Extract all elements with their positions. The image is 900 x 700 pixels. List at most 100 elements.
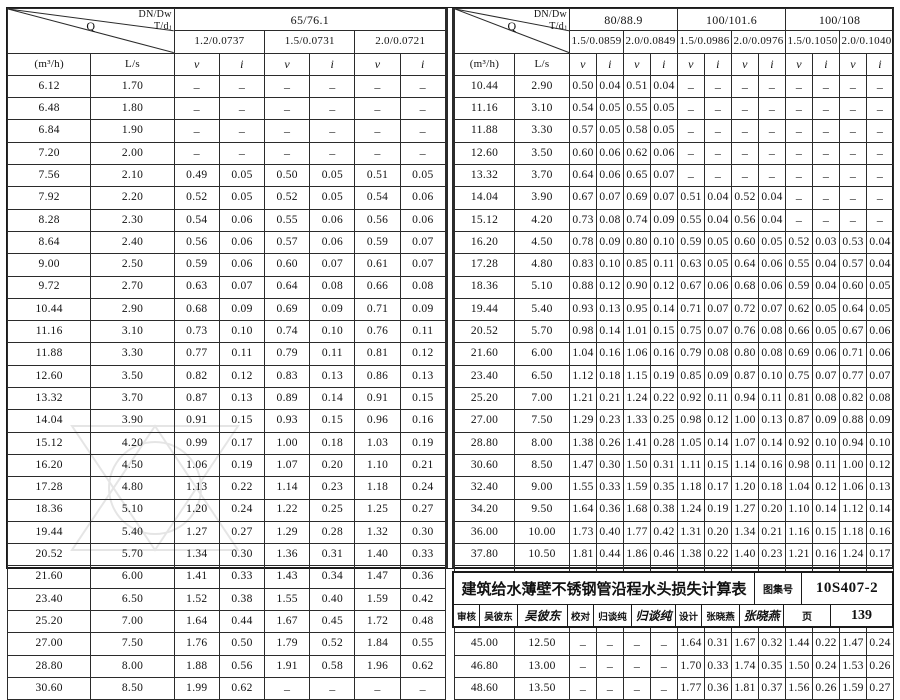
right-cell-i-3: – — [704, 74, 732, 99]
right-cell-ls: 3.90 — [514, 186, 570, 210]
left-cell-v-3: 0.71 — [354, 297, 401, 322]
right-cell-v-6: 0.88 — [839, 409, 868, 433]
right-cell-i-2: – — [650, 632, 678, 656]
table-row: 16.20 4.50 1.06 0.19 1.07 0.20 1.10 0.21 — [6, 453, 447, 478]
table-row: 15.12 4.20 0.99 0.17 1.00 0.18 1.03 0.19 — [6, 431, 447, 455]
right-cell-v-4: 1.81 — [731, 676, 759, 700]
right-cell-v-6: – — [839, 186, 868, 210]
left-cell-q: 14.04 — [6, 409, 92, 433]
right-cell-v-2: – — [623, 632, 651, 656]
right-cell-q: 14.04 — [454, 186, 515, 210]
left-cell-i-1: 0.06 — [218, 230, 266, 255]
right-cell-i-2: 0.38 — [650, 498, 678, 522]
right-cell-i-2: 0.16 — [650, 342, 678, 366]
table-row: 25.20 7.00 1.64 0.44 1.67 0.45 1.72 0.48 — [6, 610, 447, 634]
left-cell-v-3: 0.54 — [354, 186, 401, 210]
right-cell-v-3: 1.18 — [677, 476, 705, 500]
left-cell-ls: 2.10 — [90, 164, 175, 188]
right-cell-i-1: – — [596, 654, 624, 678]
right-cell-v-2: 1.01 — [623, 320, 651, 344]
left-cell-q: 12.60 — [6, 364, 92, 389]
table-row: 14.04 3.90 0.91 0.15 0.93 0.15 0.96 0.16 — [6, 409, 447, 433]
right-cell-v-5: – — [785, 186, 814, 210]
right-cell-i-6: 0.26 — [866, 654, 895, 678]
right-cell-i-1: 0.30 — [596, 453, 624, 478]
left-cell-v-3: 0.91 — [354, 387, 401, 411]
right-corner-diagonal-cell: DN/Dw T/dⱼ Q — [454, 8, 570, 54]
right-cell-i-1: 0.40 — [596, 520, 624, 545]
left-cell-v-3: 1.25 — [354, 498, 401, 522]
left-cell-i-2: 0.06 — [309, 208, 356, 232]
right-cell-v-1: 0.50 — [569, 74, 597, 99]
right-cell-v-6: 0.82 — [839, 387, 868, 411]
left-cell-v-3: 1.47 — [354, 565, 401, 589]
right-cell-v-5: 0.81 — [785, 387, 814, 411]
right-cell-v-4: 0.94 — [731, 387, 759, 411]
right-cell-v-6: 0.71 — [839, 342, 868, 366]
left-cell-v-3: 1.84 — [354, 632, 401, 656]
right-cell-q: 27.00 — [454, 409, 515, 433]
right-cell-i-3: 0.04 — [704, 186, 732, 210]
left-cell-v-3: 1.59 — [354, 587, 401, 612]
right-cell-i-5: – — [812, 74, 841, 99]
right-dn-dw-label: DN/Dw — [533, 9, 567, 20]
left-cell-i-1: 0.44 — [218, 610, 266, 634]
right-cell-i-5: 0.14 — [812, 498, 841, 522]
left-cell-v-3: 1.40 — [354, 543, 401, 567]
right-cell-i-2: 0.14 — [650, 297, 678, 322]
left-cell-i-3: 0.24 — [399, 476, 447, 500]
left-cell-v-3: 1.03 — [354, 431, 401, 455]
table-row: 9.72 2.70 0.63 0.07 0.64 0.08 0.66 0.08 — [6, 275, 447, 299]
left-cell-v-3: 1.18 — [354, 476, 401, 500]
left-col-i-3: i — [399, 52, 447, 76]
left-cell-q: 11.16 — [6, 320, 92, 344]
left-cell-ls: 3.10 — [90, 320, 175, 344]
left-cell-i-3: 0.07 — [399, 230, 447, 255]
left-cell-v-1: 0.99 — [173, 431, 220, 455]
right-cell-v-1: – — [569, 654, 597, 678]
table-row: 48.60 13.50– – – –1.77 0.36 1.81 0.37 1.56 0.26 1.… — [454, 676, 895, 700]
left-cell-i-1: 0.09 — [218, 297, 266, 322]
right-cell-i-2: 0.42 — [650, 520, 678, 545]
left-cell-v-1: 0.63 — [173, 275, 220, 299]
right-cell-v-1: 0.88 — [569, 275, 597, 299]
right-cell-i-5: 0.08 — [812, 387, 841, 411]
right-col-i-6: i — [866, 52, 895, 76]
left-cell-i-1: 0.13 — [218, 387, 266, 411]
left-cell-v-3: 1.72 — [354, 610, 401, 634]
right-cell-v-3: – — [677, 97, 705, 121]
right-cell-i-5: 0.11 — [812, 453, 841, 478]
atlas-number-label: 图集号 — [755, 573, 802, 605]
right-dn-group-2: 100/101.6 — [676, 7, 787, 32]
left-cell-v-2: 1.14 — [264, 476, 311, 500]
right-cell-ls: 3.10 — [514, 97, 570, 121]
right-cell-i-2: 0.11 — [650, 253, 678, 277]
right-cell-i-5: 0.15 — [812, 520, 841, 545]
left-cell-v-3: 0.56 — [354, 208, 401, 232]
right-cell-i-6: 0.09 — [866, 409, 895, 433]
left-cell-v-2: 0.52 — [264, 186, 311, 210]
left-cell-i-1: 0.50 — [218, 632, 266, 656]
left-cell-ls: 4.50 — [90, 453, 175, 478]
left-cell-v-3: – — [354, 676, 401, 700]
right-cell-v-3: 1.11 — [677, 453, 705, 478]
right-cell-i-6: 0.10 — [866, 431, 895, 455]
right-cell-v-5: – — [785, 97, 814, 121]
left-cell-v-1: 1.20 — [173, 498, 220, 522]
right-cell-v-4: 1.00 — [731, 409, 759, 433]
right-cell-v-2: 1.68 — [623, 498, 651, 522]
right-cell-i-1: 0.26 — [596, 431, 624, 455]
right-cell-i-4: 0.07 — [757, 297, 787, 322]
right-cell-i-2: – — [650, 654, 678, 678]
left-cell-i-2: 0.40 — [309, 587, 356, 612]
title-block-main-row: 建筑给水薄壁不锈钢管沿程水头损失计算表 图集号 10S407-2 — [454, 573, 892, 606]
right-cell-ls: 10.50 — [514, 543, 570, 567]
left-cell-i-2: 0.10 — [309, 320, 356, 344]
table-row: 17.28 4.80 1.13 0.22 1.14 0.23 1.18 0.24 — [6, 476, 447, 500]
left-cell-ls: 2.30 — [90, 208, 175, 232]
right-cell-v-4: 1.14 — [731, 453, 759, 478]
right-cell-i-4: 0.04 — [757, 208, 787, 232]
left-table: DN/Dw T/dⱼ Q 65/76.1 1.2/0.0737 1.5/0.07… — [6, 7, 447, 700]
left-cell-v-2: 0.69 — [264, 297, 311, 322]
right-cell-v-6: 1.53 — [839, 654, 868, 678]
